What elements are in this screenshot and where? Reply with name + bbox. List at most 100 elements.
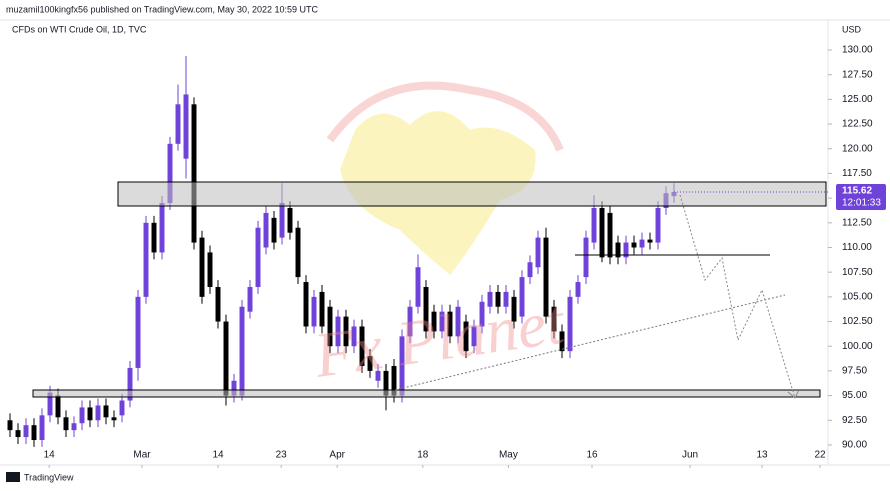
- candle-body: [479, 301, 485, 327]
- y-tick-label: 95.00: [842, 390, 867, 401]
- candle-body: [63, 417, 69, 431]
- trend-line: [394, 294, 786, 391]
- support-zone: [32, 389, 821, 398]
- candle-body: [159, 203, 165, 253]
- candle-body: [423, 286, 429, 332]
- candle-body: [495, 291, 501, 307]
- candle-body: [263, 212, 269, 248]
- y-tick-label: 100.00: [842, 341, 873, 352]
- candle-body: [599, 207, 605, 258]
- x-tick-label: Mar: [133, 450, 151, 461]
- candle-body: [567, 296, 573, 352]
- candle-body: [455, 306, 461, 337]
- price-tag: [836, 183, 886, 210]
- price-tag-label: 115.62: [842, 186, 872, 197]
- candle-body: [391, 365, 397, 396]
- y-tick-label: 122.50: [842, 119, 873, 130]
- y-tick-label: 112.50: [842, 217, 872, 228]
- logo-arc: [326, 81, 564, 152]
- candle-body: [87, 407, 93, 421]
- candle-body: [119, 400, 125, 416]
- candle-body: [655, 207, 661, 243]
- candle-body: [399, 336, 405, 396]
- x-tick-label: Apr: [329, 450, 345, 461]
- candle-body: [295, 227, 301, 278]
- candle-body: [231, 380, 237, 396]
- candle-body: [15, 430, 21, 438]
- candle-body: [167, 143, 173, 204]
- resistance-zone: [117, 181, 827, 207]
- candle-body: [223, 321, 229, 396]
- candle-body: [559, 331, 565, 352]
- candle-body: [279, 203, 285, 238]
- candle-body: [367, 356, 373, 371]
- candle-body: [271, 217, 277, 243]
- candle-body: [255, 227, 261, 287]
- candle-body: [31, 425, 37, 441]
- candle-body: [543, 237, 549, 317]
- candle-body: [23, 425, 29, 438]
- candle-body: [183, 94, 189, 159]
- candle-body: [503, 291, 509, 307]
- y-tick-label: 102.50: [842, 316, 873, 327]
- candle-body: [127, 367, 133, 401]
- candle-body: [623, 242, 629, 258]
- candle-body: [463, 321, 469, 352]
- x-tick-label: May: [499, 450, 518, 461]
- candle-body: [207, 252, 213, 287]
- candle-body: [583, 237, 589, 278]
- projection-arrow: [787, 389, 800, 399]
- candle-body: [447, 311, 453, 337]
- projection-path: [679, 194, 796, 399]
- currency: USD: [842, 24, 862, 34]
- x-tick-label: 22: [814, 450, 826, 461]
- candle-body: [639, 239, 645, 248]
- x-tick-label: 23: [276, 450, 288, 461]
- candle-body: [647, 239, 653, 243]
- candle-body: [71, 423, 77, 431]
- candle-body: [39, 415, 45, 441]
- x-tick-label: 16: [586, 450, 598, 461]
- candle-body: [415, 267, 421, 307]
- chart-title: CFDs on WTI Crude Oil, 1D, TVC: [12, 24, 147, 34]
- candle-body: [79, 407, 85, 424]
- y-tick-label: 107.50: [842, 267, 873, 278]
- candle-body: [199, 237, 205, 297]
- candle-body: [47, 392, 53, 416]
- candle-body: [175, 104, 181, 144]
- candle-body: [439, 311, 445, 332]
- x-tick-label: 14: [212, 450, 224, 461]
- candle-body: [311, 296, 317, 327]
- footer-logo: [6, 472, 20, 482]
- candle-body: [519, 277, 525, 317]
- candle-body: [111, 417, 117, 421]
- candle-body: [103, 405, 109, 418]
- x-tick-label: Jun: [682, 450, 698, 461]
- y-tick-label: 117.50: [842, 168, 872, 179]
- candle-body: [343, 316, 349, 347]
- candle-body: [351, 326, 357, 347]
- countdown: 12:01:33: [842, 198, 881, 209]
- candle-body: [7, 420, 13, 431]
- candle-body: [631, 242, 637, 248]
- candle-body: [335, 316, 341, 347]
- y-tick-label: 92.50: [842, 415, 867, 426]
- candle-body: [151, 222, 157, 253]
- candle-body: [319, 291, 325, 327]
- candle-body: [239, 306, 245, 396]
- candle-body: [487, 291, 493, 307]
- candle-body: [615, 242, 621, 258]
- candle-body: [215, 286, 221, 322]
- candle-body: [143, 222, 149, 297]
- candle-body: [287, 207, 293, 233]
- candle-body: [247, 286, 253, 312]
- candle-body: [575, 282, 581, 297]
- candle-body: [511, 296, 517, 322]
- y-tick-label: 125.00: [842, 94, 873, 105]
- candle-body: [471, 326, 477, 347]
- candle-body: [607, 212, 613, 258]
- y-tick-label: 90.00: [842, 440, 867, 451]
- candle-body: [431, 311, 437, 332]
- y-tick-label: 127.50: [842, 69, 873, 80]
